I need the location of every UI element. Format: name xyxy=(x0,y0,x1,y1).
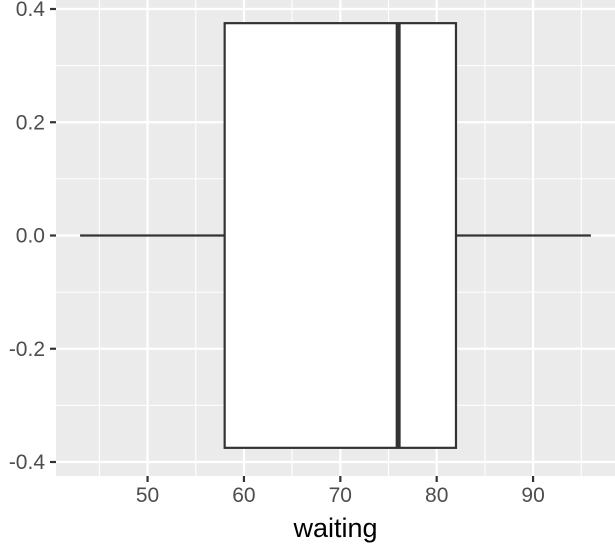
y-tick-label: 0.0 xyxy=(16,225,45,248)
y-tick-label: 0.2 xyxy=(16,111,45,134)
x-tick-label: 60 xyxy=(232,484,255,507)
x-tick-label: 50 xyxy=(136,484,159,507)
y-tick-label: 0.4 xyxy=(16,0,46,21)
y-axis: -0.4 -0.2 0.0 0.2 0.4 xyxy=(9,0,56,474)
y-tick-label: -0.2 xyxy=(9,338,45,361)
y-tick-label: -0.4 xyxy=(9,451,46,474)
iqr-box xyxy=(223,22,458,449)
x-axis-title: waiting xyxy=(292,513,377,543)
x-tick-label: 80 xyxy=(425,484,448,507)
x-axis: 50 60 70 80 90 xyxy=(136,476,545,507)
x-tick-label: 90 xyxy=(521,484,544,507)
x-tick-label: 70 xyxy=(329,484,352,507)
